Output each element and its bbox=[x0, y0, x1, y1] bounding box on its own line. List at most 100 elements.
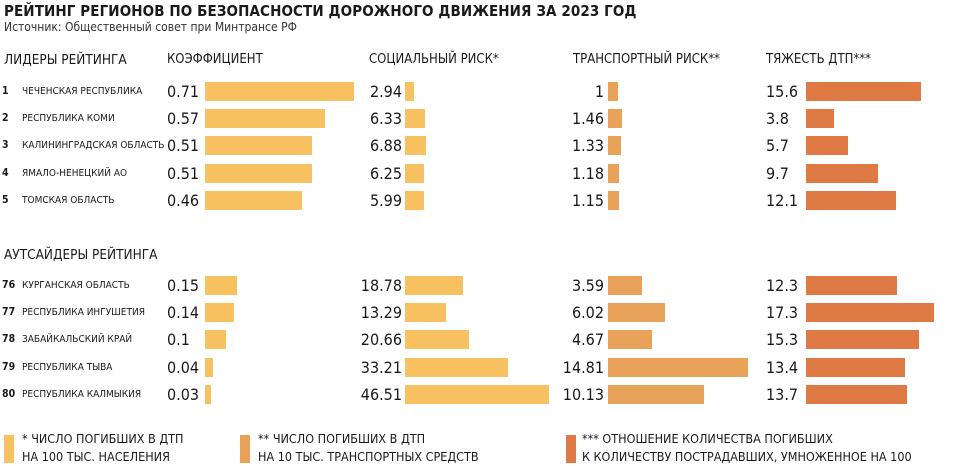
data-label-transport: 14.81 bbox=[562, 357, 604, 377]
data-label-severity: 13.7 bbox=[766, 384, 799, 404]
rank-label: 1 bbox=[2, 85, 9, 97]
bar-transport bbox=[608, 357, 748, 377]
column-header-transport: ТРАНСПОРТНЫЙ РИСК** bbox=[573, 52, 720, 67]
region-label: ТОМСКАЯ ОБЛАСТЬ bbox=[22, 194, 115, 206]
data-label-social: 33.21 bbox=[360, 357, 402, 377]
bar-transport bbox=[608, 82, 618, 101]
bar-severity bbox=[806, 82, 922, 101]
data-label-transport: 1 bbox=[594, 82, 604, 101]
data-label-coef: 0.14 bbox=[167, 303, 200, 323]
bar-transport bbox=[608, 109, 622, 129]
bar-severity bbox=[806, 136, 849, 156]
region-label: РЕСПУБЛИКА КАЛМЫКИЯ bbox=[22, 388, 142, 400]
column-header-social: СОЦИАЛЬНЫЙ РИСК* bbox=[369, 52, 499, 67]
data-label-social: 20.66 bbox=[360, 330, 402, 350]
bar-social bbox=[405, 190, 424, 210]
data-label-coef: 0.71 bbox=[167, 82, 200, 101]
legend-swatch bbox=[240, 435, 250, 463]
bar-coef bbox=[205, 303, 235, 323]
bar-social bbox=[405, 384, 549, 404]
data-label-transport: 3.59 bbox=[571, 276, 604, 295]
data-label-transport: 1.15 bbox=[571, 190, 604, 210]
column-header-severity: ТЯЖЕСТЬ ДТП*** bbox=[766, 52, 871, 67]
data-label-severity: 5.7 bbox=[766, 136, 789, 156]
rank-label: 80 bbox=[2, 387, 16, 400]
bar-transport bbox=[608, 136, 621, 156]
bar-social bbox=[405, 82, 415, 101]
region-label: РЕСПУБЛИКА ТЫВА bbox=[22, 361, 113, 373]
rank-label: 3 bbox=[2, 139, 9, 152]
bar-social bbox=[405, 330, 469, 350]
outsiders-heading: АУТСАЙДЕРЫ РЕЙТИНГА bbox=[4, 247, 158, 263]
bar-transport bbox=[608, 276, 642, 295]
data-label-severity: 3.8 bbox=[766, 109, 789, 129]
bar-coef bbox=[205, 82, 355, 101]
legend-line: ** ЧИСЛО ПОГИБШИХ В ДТП bbox=[258, 431, 426, 446]
bar-transport bbox=[608, 163, 620, 183]
bar-social bbox=[405, 276, 464, 295]
data-label-coef: 0.51 bbox=[167, 136, 200, 156]
legend-line: НА 10 ТЫС. ТРАНСПОРТНЫХ СРЕДСТВ bbox=[258, 449, 479, 464]
bar-coef bbox=[205, 136, 313, 156]
data-label-coef: 0.1 bbox=[167, 330, 190, 350]
data-label-severity: 12.3 bbox=[766, 276, 799, 295]
bar-coef bbox=[205, 190, 302, 210]
bar-social bbox=[405, 136, 427, 156]
rank-label: 2 bbox=[2, 112, 9, 125]
data-label-social: 6.25 bbox=[369, 163, 402, 183]
legend-swatch bbox=[4, 435, 14, 463]
bar-social bbox=[405, 357, 508, 377]
legend-line: *** ОТНОШЕНИЕ КОЛИЧЕСТВА ПОГИБШИХ bbox=[582, 431, 833, 446]
region-label: КУРГАНСКАЯ ОБЛАСТЬ bbox=[22, 280, 130, 291]
bar-severity bbox=[806, 109, 835, 129]
region-label: КАЛИНИНГРАДСКАЯ ОБЛАСТЬ bbox=[22, 140, 165, 152]
bar-severity bbox=[806, 303, 934, 323]
leaders-heading: ЛИДЕРЫ РЕЙТИНГА bbox=[4, 52, 127, 68]
data-label-transport: 4.67 bbox=[571, 330, 604, 350]
source-note: Источник: Общественный совет при Минтран… bbox=[4, 20, 297, 34]
bar-severity bbox=[806, 384, 908, 404]
data-label-coef: 0.03 bbox=[167, 384, 200, 404]
bar-coef bbox=[205, 384, 212, 404]
data-label-social: 6.33 bbox=[369, 109, 402, 129]
data-label-coef: 0.04 bbox=[167, 357, 200, 377]
rank-label: 78 bbox=[2, 333, 16, 346]
data-label-severity: 15.6 bbox=[766, 82, 799, 101]
data-label-transport: 1.18 bbox=[571, 163, 604, 183]
data-label-transport: 1.46 bbox=[571, 109, 604, 129]
bar-coef bbox=[205, 330, 226, 350]
bar-severity bbox=[806, 163, 878, 183]
bar-severity bbox=[806, 330, 920, 350]
region-label: РЕСПУБЛИКА КОМИ bbox=[22, 113, 115, 125]
data-label-social: 2.94 bbox=[369, 82, 402, 101]
bar-transport bbox=[608, 190, 619, 210]
bar-social bbox=[405, 163, 425, 183]
column-header-coef: КОЭФФИЦИЕНТ bbox=[167, 52, 263, 67]
rank-label: 4 bbox=[2, 166, 9, 179]
data-label-social: 18.78 bbox=[360, 276, 402, 295]
bar-coef bbox=[205, 276, 237, 295]
region-label: ЯМАЛО-НЕНЕЦКИЙ АО bbox=[22, 167, 128, 179]
legend-line: * ЧИСЛО ПОГИБШИХ В ДТП bbox=[22, 431, 184, 446]
data-label-severity: 13.4 bbox=[766, 357, 799, 377]
data-label-coef: 0.51 bbox=[167, 163, 200, 183]
bar-social bbox=[405, 303, 447, 323]
region-label: ЗАБАЙКАЛЬСКИЙ КРАЙ bbox=[22, 334, 133, 346]
bar-transport bbox=[608, 303, 665, 323]
region-label: ЧЕЧЕНСКАЯ РЕСПУБЛИКА bbox=[22, 86, 143, 97]
bar-coef bbox=[205, 109, 325, 129]
data-label-severity: 9.7 bbox=[766, 163, 789, 183]
bar-transport bbox=[608, 384, 704, 404]
bar-coef bbox=[205, 357, 214, 377]
bar-coef bbox=[205, 163, 313, 183]
data-label-coef: 0.57 bbox=[167, 109, 200, 129]
bar-social bbox=[405, 109, 425, 129]
bar-transport bbox=[608, 330, 653, 350]
region-label: РЕСПУБЛИКА ИНГУШЕТИЯ bbox=[22, 307, 145, 319]
bar-severity bbox=[806, 357, 906, 377]
bar-severity bbox=[806, 276, 897, 295]
data-label-severity: 17.3 bbox=[766, 303, 799, 323]
data-label-social: 6.88 bbox=[369, 136, 402, 156]
data-label-social: 5.99 bbox=[369, 190, 402, 210]
data-label-transport: 10.13 bbox=[562, 384, 604, 404]
